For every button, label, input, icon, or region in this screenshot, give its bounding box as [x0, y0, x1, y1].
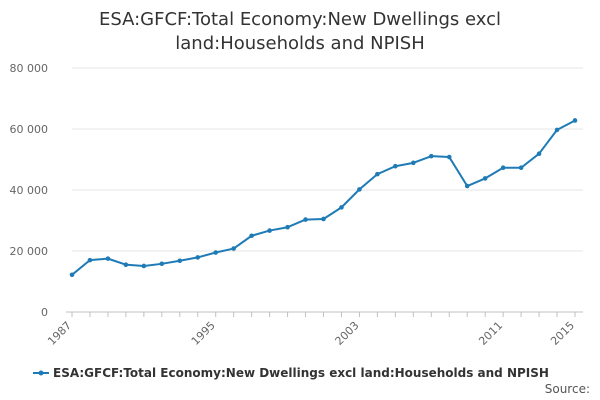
data-point[interactable]	[411, 160, 416, 166]
data-point[interactable]	[375, 171, 380, 177]
data-point[interactable]	[249, 233, 254, 239]
data-point[interactable]	[87, 257, 93, 263]
data-point[interactable]	[159, 261, 165, 267]
data-point[interactable]	[231, 246, 236, 251]
y-tick-label: 0	[41, 306, 48, 319]
data-point[interactable]	[69, 272, 75, 278]
data-point[interactable]	[357, 187, 362, 192]
data-point[interactable]	[518, 165, 524, 171]
data-point[interactable]	[428, 153, 434, 159]
data-point[interactable]	[303, 217, 308, 222]
legend-label[interactable]: ESA:GFCF:Total Economy:New Dwellings exc…	[53, 366, 549, 380]
data-point[interactable]	[464, 183, 470, 189]
data-point[interactable]	[105, 256, 111, 261]
x-tick-label: 2003	[333, 319, 362, 348]
data-point[interactable]	[177, 258, 183, 264]
data-point[interactable]	[482, 176, 488, 181]
data-point[interactable]	[213, 250, 219, 255]
x-tick-label: 2011	[476, 319, 505, 348]
chart-title-line-1: ESA:GFCF:Total Economy:New Dwellings exc…	[98, 9, 502, 30]
legend-marker[interactable]	[38, 370, 44, 376]
data-point[interactable]	[141, 263, 147, 269]
chart-title-line-2: land:Households and NPISH	[175, 33, 425, 54]
x-tick-label: 2015	[548, 319, 577, 348]
y-tick-label: 40 000	[10, 184, 49, 197]
x-tick-label: 1987	[45, 319, 74, 348]
data-point[interactable]	[321, 216, 326, 222]
y-tick-label: 20 000	[10, 245, 49, 258]
data-point[interactable]	[500, 165, 506, 171]
data-point[interactable]	[195, 255, 201, 260]
y-tick-label: 60 000	[10, 123, 49, 136]
data-point[interactable]	[572, 118, 578, 123]
y-tick-label: 80 000	[10, 62, 49, 75]
data-point[interactable]	[554, 127, 560, 133]
data-point[interactable]	[123, 262, 129, 268]
data-point[interactable]	[393, 163, 398, 169]
data-point[interactable]	[285, 224, 290, 230]
source-label: Source:	[544, 382, 590, 396]
x-tick-label: 1995	[189, 319, 218, 348]
series-line	[71, 119, 576, 276]
data-point[interactable]	[339, 205, 344, 210]
data-point[interactable]	[446, 154, 452, 160]
data-point[interactable]	[267, 228, 272, 233]
data-point[interactable]	[536, 151, 542, 157]
